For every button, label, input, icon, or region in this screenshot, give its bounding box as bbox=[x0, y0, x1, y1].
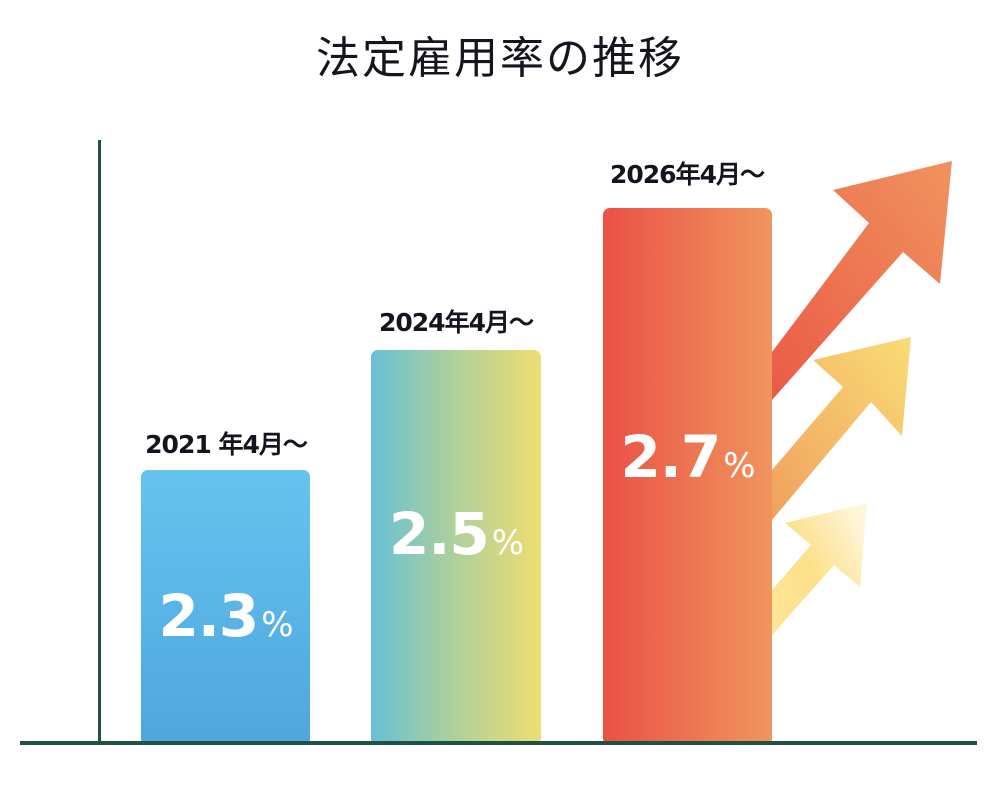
value-unit: % bbox=[261, 605, 293, 645]
period-label-2021: 2021 年4月〜 bbox=[145, 430, 308, 459]
chart-title: 法定雇用率の推移 bbox=[316, 33, 684, 84]
arrow-orange-icon bbox=[772, 337, 911, 520]
bar-2026: 2.7% bbox=[603, 208, 772, 744]
value-unit: % bbox=[491, 523, 524, 563]
bar-value-2021: 2.3% bbox=[141, 582, 310, 650]
x-axis-line bbox=[20, 741, 977, 745]
bar-2021: 2.3% bbox=[141, 470, 310, 744]
bar-2024: 2.5% bbox=[371, 350, 541, 744]
value-number: 2.5 bbox=[388, 500, 490, 568]
period-label-2024: 2024年4月〜 bbox=[379, 308, 534, 337]
bar-value-2024: 2.5% bbox=[371, 500, 541, 568]
arrow-yellow-icon bbox=[772, 503, 867, 635]
value-number: 2.7 bbox=[620, 423, 721, 491]
period-label-2026: 2026年4月〜 bbox=[610, 160, 765, 189]
value-unit: % bbox=[723, 446, 755, 486]
y-axis-line bbox=[98, 140, 101, 744]
arrow-red-icon bbox=[772, 161, 952, 400]
bar-value-2026: 2.7% bbox=[603, 423, 772, 491]
value-number: 2.3 bbox=[158, 582, 259, 650]
